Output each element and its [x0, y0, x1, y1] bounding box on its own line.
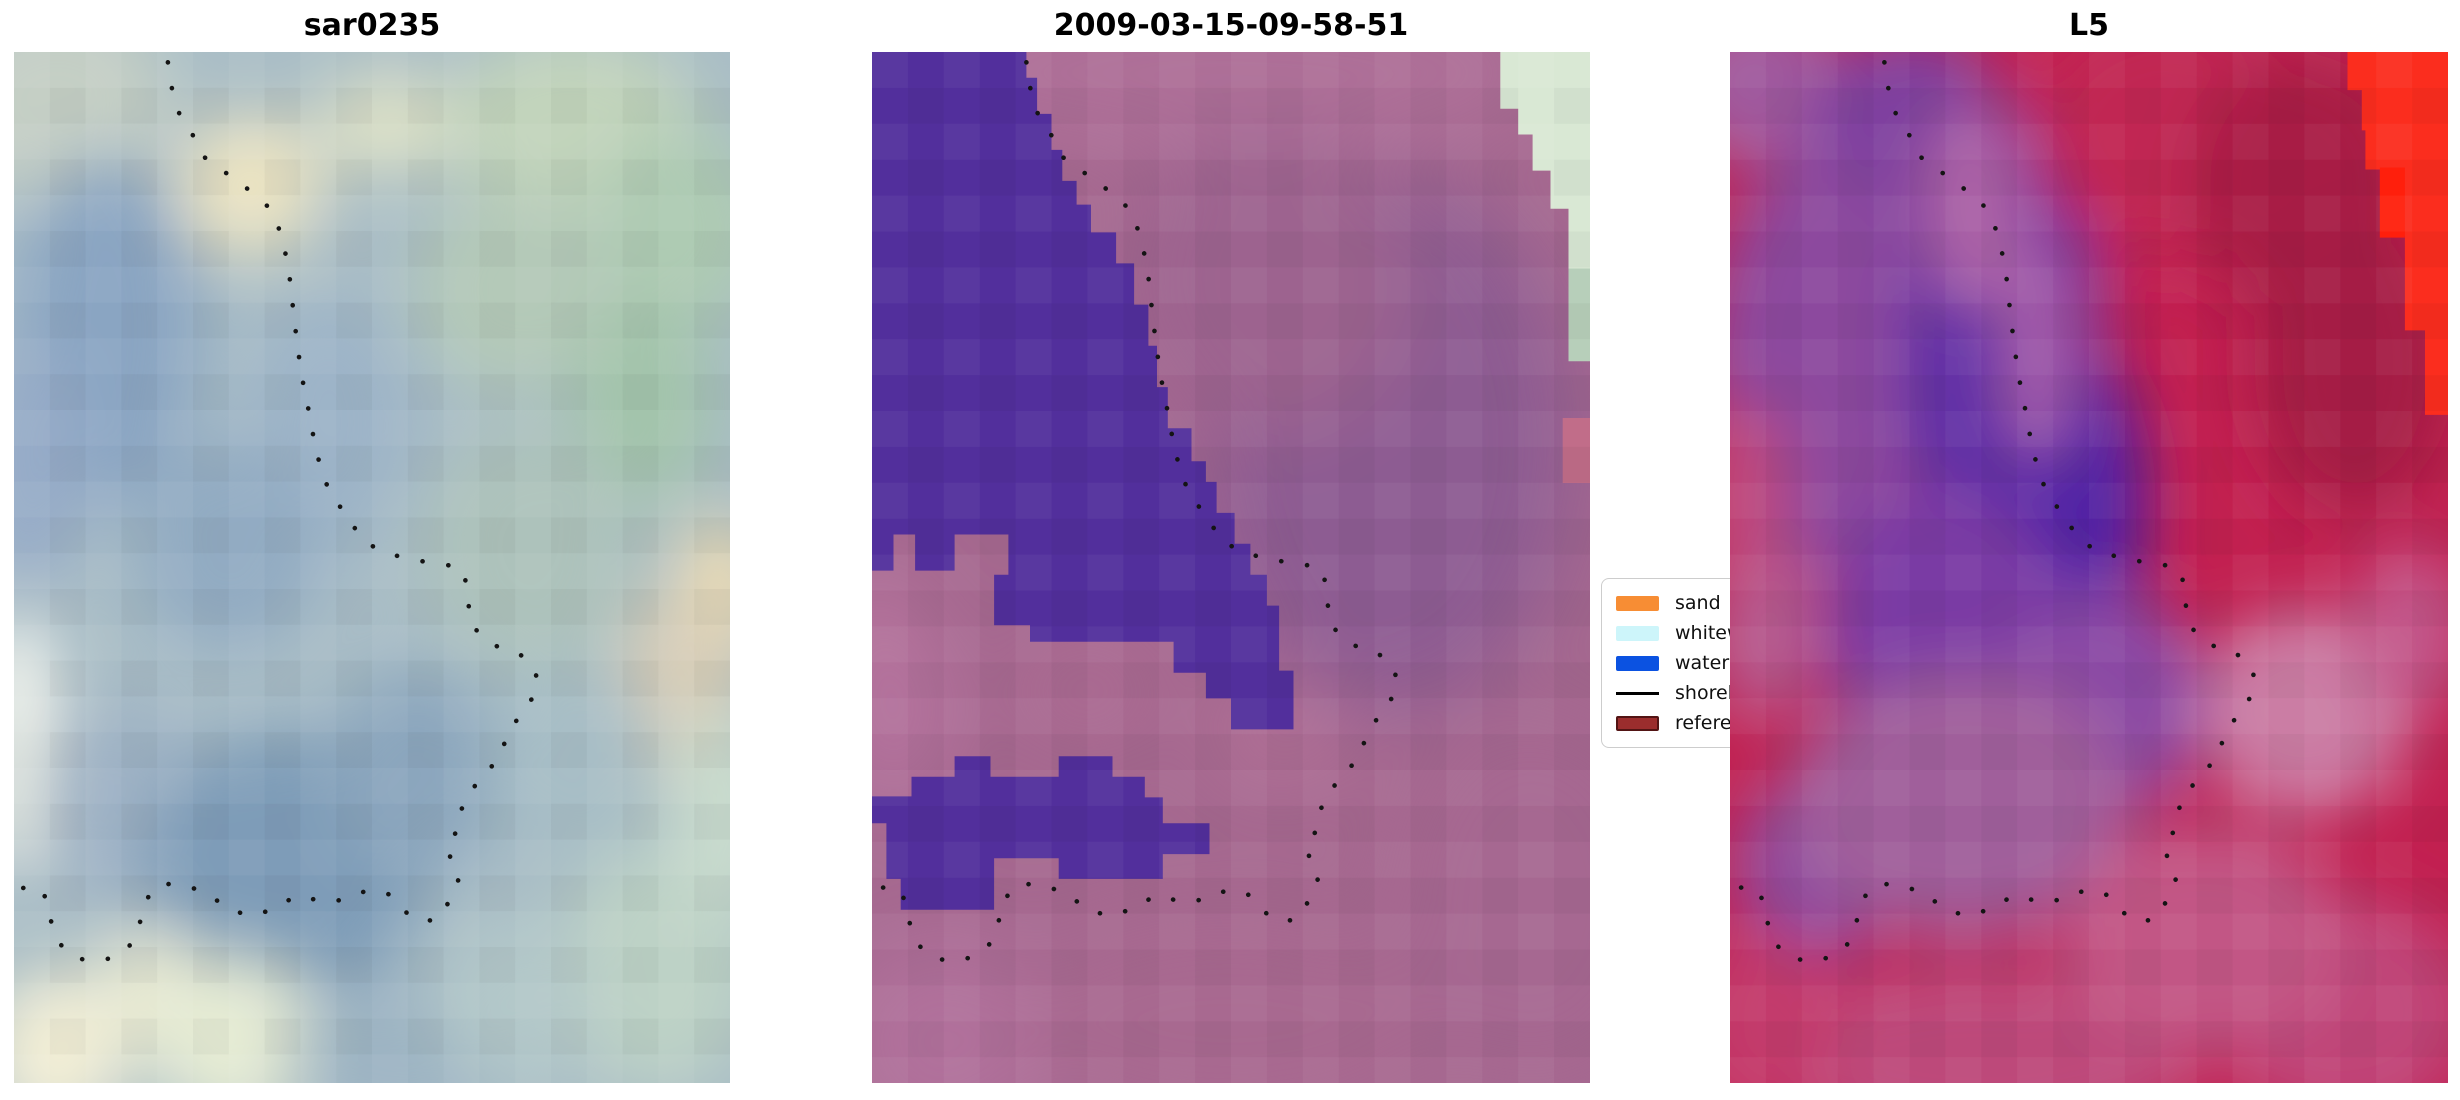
water-swatch	[1616, 655, 1659, 671]
sand-swatch	[1616, 595, 1659, 611]
whitewater-swatch	[1616, 625, 1659, 641]
panel-title-l5: L5	[2069, 8, 2109, 43]
legend-item-sand: sand	[1616, 588, 1854, 618]
panel-title-date: 2009-03-15-09-58-51	[1053, 8, 1409, 43]
legend-label-water: water	[1675, 652, 1730, 674]
legend-item-water: water	[1616, 648, 1854, 678]
panel-classified-image	[872, 52, 1590, 1083]
reference-swatch	[1616, 715, 1659, 731]
panel-title-sar0235: sar0235	[303, 8, 441, 43]
legend-label-sand: sand	[1675, 592, 1721, 614]
panel-sar0235-image	[14, 52, 730, 1083]
panel-l5-image	[1730, 52, 2448, 1083]
shoreline-swatch	[1616, 691, 1659, 695]
